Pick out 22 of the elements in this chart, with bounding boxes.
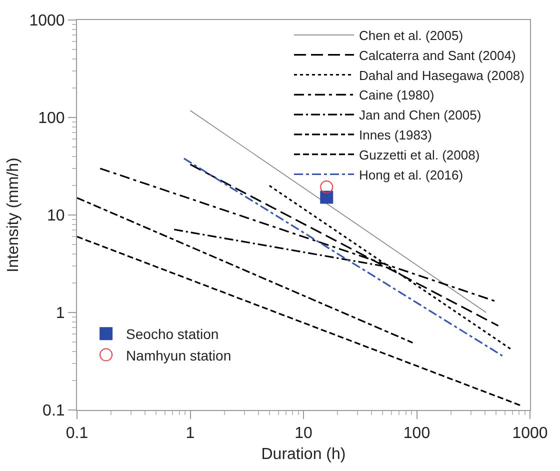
x-axis-title: Duration (h) <box>261 446 346 463</box>
y-tick-label: 10 <box>47 208 65 225</box>
legend-label: Caine (1980) <box>359 88 434 103</box>
legend-label: Chen et al. (2005) <box>359 28 464 44</box>
y-tick-label: 1000 <box>29 12 65 30</box>
y-axis-title: Intensity (mm/h) <box>5 158 22 272</box>
x-tick-label: 0.1 <box>66 425 88 442</box>
y-tick-label: 100 <box>38 110 65 128</box>
legend-label: Dahal and Hasegawa (2008) <box>359 68 524 83</box>
legend-label: Guzzetti et al. (2008) <box>359 147 480 162</box>
legend-label: Seocho station <box>126 326 219 342</box>
x-tick-label: 1 <box>186 425 195 442</box>
legend-label: Jan and Chen (2005) <box>359 108 482 123</box>
x-tick-label: 10 <box>294 425 312 442</box>
y-tick-label: 0.1 <box>42 402 65 420</box>
x-tick-label: 1000 <box>512 425 548 442</box>
legend-label: Hong et al. (2016) <box>359 167 464 182</box>
y-tick-label: 1 <box>56 305 65 322</box>
x-tick-label: 100 <box>403 425 430 442</box>
legend-label: Namhyun station <box>126 347 232 364</box>
legend-label: Innes (1983) <box>359 128 432 143</box>
legend-label: Calcaterra and Sant (2004) <box>359 48 516 63</box>
